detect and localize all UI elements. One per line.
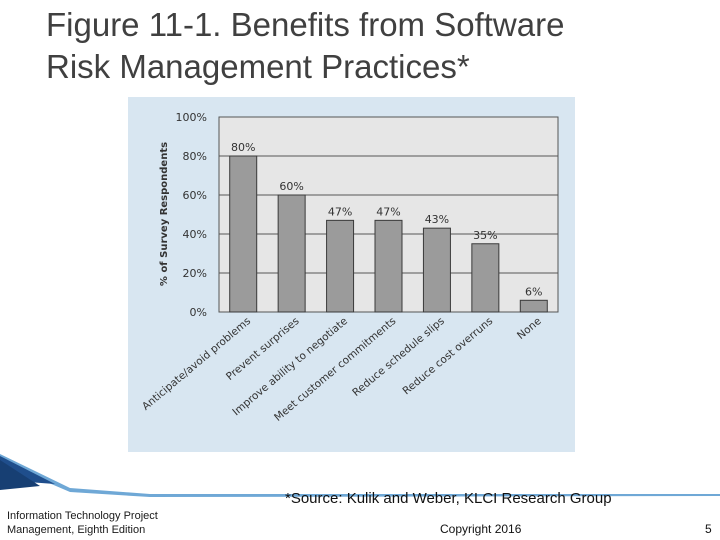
bar — [519, 299, 548, 313]
gridlines — [219, 116, 558, 313]
y-tick-label: 80% — [183, 150, 207, 163]
page-number: 5 — [705, 522, 712, 536]
slide-title-line-2: Risk Management Practices* — [46, 48, 470, 85]
footer-line-2: Management, Eighth Edition — [7, 524, 146, 536]
y-tick-label: 0% — [190, 306, 207, 319]
y-axis-label: % of Survey Respondents — [159, 142, 170, 286]
slide-title: Figure 11-1. Benefits from Software Risk… — [46, 4, 706, 88]
y-tick-label: 40% — [183, 228, 207, 241]
bar — [422, 227, 451, 313]
bar-value-label: 80% — [231, 141, 255, 154]
figure-panel: 0% 20% 40% 60% 80% 100% 80% 60% 47% 47% 43% 35% 6% … — [128, 97, 575, 452]
x-category-label: Reduce cost overruns — [401, 315, 496, 397]
bar-value-label: 6% — [525, 285, 542, 298]
bar-value-label: 43% — [425, 213, 449, 226]
bar — [326, 219, 355, 313]
bars — [229, 155, 548, 313]
y-tick-label: 60% — [183, 189, 207, 202]
bar — [471, 243, 500, 313]
footer-line-1: Information Technology Project — [7, 510, 158, 522]
x-category-label: None — [515, 315, 544, 342]
bottom-decoration — [0, 454, 720, 497]
bar — [229, 155, 258, 313]
bar-value-label: 35% — [473, 229, 497, 242]
bar-value-label: 60% — [279, 180, 303, 193]
x-category-label: Reduce schedule slips — [350, 315, 447, 399]
y-tick-label: 100% — [176, 111, 207, 124]
slide-title-line-1: Figure 11-1. Benefits from Software — [46, 6, 565, 43]
bar-chart: 0%20%40%60%80%100% 80%60%47% 47%43%35%6% … — [140, 111, 559, 424]
copyright-text: Copyright 2016 — [440, 522, 522, 536]
bar-value-label: 47% — [376, 205, 400, 218]
bar — [277, 194, 306, 313]
y-axis-tick-labels: 0% 20% 40% 60% 80% 100% — [176, 111, 207, 319]
footer-book-title: Information Technology Project Managemen… — [7, 509, 158, 537]
bar-value-labels: 80% 60% 47% 47% 43% 35% 6% — [231, 141, 543, 298]
y-tick-label: 20% — [183, 267, 207, 280]
bar-value-label: 47% — [328, 205, 352, 218]
source-note: *Source: Kulik and Weber, KLCI Research … — [285, 490, 612, 507]
bar — [374, 219, 403, 313]
